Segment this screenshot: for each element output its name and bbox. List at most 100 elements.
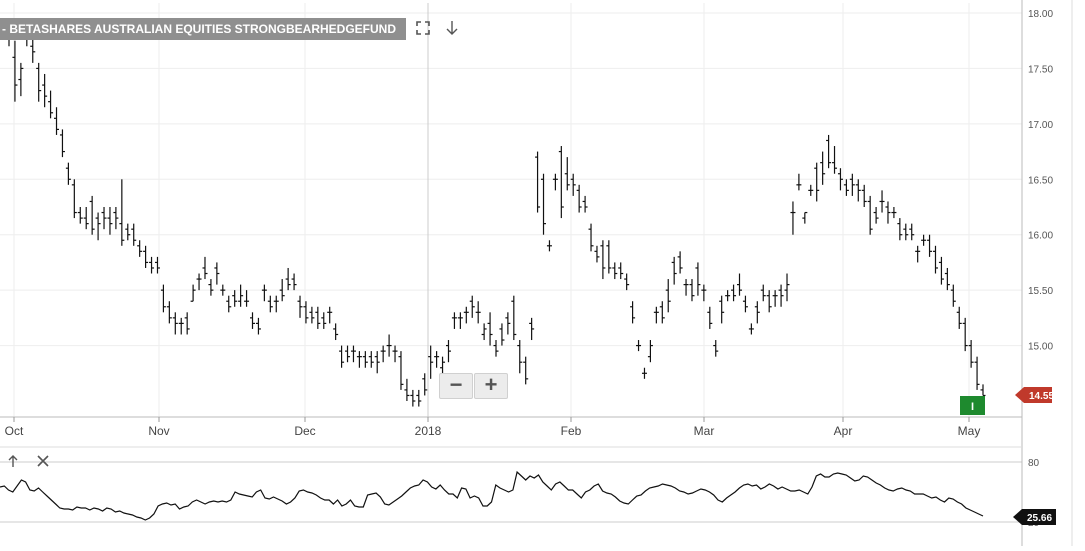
ohlc-bar: [558, 146, 564, 219]
ohlc-bar: [600, 240, 606, 280]
ohlc-bar: [154, 256, 160, 274]
ohlc-bar: [677, 251, 683, 274]
ohlc-bar: [327, 306, 333, 324]
arrow-up-icon[interactable]: [6, 454, 20, 472]
ohlc-bar: [921, 234, 927, 246]
ohlc-bar: [297, 295, 303, 318]
ohlc-bar: [814, 162, 820, 202]
ohlc-bar: [65, 162, 71, 185]
label-layer: 18.00 17.50 17.00 16.50 16.00 15.50 15.00 Oct No…: [5, 9, 1056, 529]
ohlc-bar: [350, 345, 356, 363]
chart-title: - BETASHARES AUSTRALIAN EQUITIES STRONGB…: [0, 18, 407, 40]
ohlc-bar: [737, 273, 742, 296]
ohlc-bar: [950, 284, 956, 307]
ohlc-bar: [867, 195, 873, 235]
indicator-value-badge: [1013, 509, 1056, 525]
ohlc-bar: [273, 295, 279, 313]
ohlc-bar: [59, 129, 65, 158]
current-bar-marker-label: I: [971, 401, 974, 413]
ohlc-bar: [612, 262, 618, 280]
ohlc-bar: [784, 273, 790, 302]
ohlc-bar: [731, 284, 737, 302]
ohlc-bar: [719, 295, 725, 324]
ohlc-bar: [826, 134, 832, 169]
ohlc-bar: [653, 306, 659, 324]
ohlc-bar: [220, 284, 226, 296]
ohlc-bar: [54, 107, 60, 135]
ohlc-bar: [778, 284, 784, 307]
ohlc-bar: [321, 312, 327, 329]
ohlc-bar: [808, 184, 814, 196]
ohlc-bar: [345, 345, 351, 363]
ohlc-bar: [849, 173, 855, 196]
ohlc-bar: [683, 279, 689, 296]
current-bar-marker: [960, 396, 985, 415]
ohlc-bar: [18, 62, 24, 97]
ohlc-bar: [837, 168, 843, 191]
ohlc-bar: [980, 384, 986, 397]
axes-layer: [0, 0, 1073, 546]
ohlc-bar: [238, 284, 244, 307]
ohlc-bar: [641, 367, 647, 379]
ohlc-bar: [232, 290, 238, 307]
ohlc-bar: [362, 351, 368, 368]
ohlc-bar: [766, 290, 772, 313]
close-icon[interactable]: [36, 454, 50, 472]
ohlc-bar: [380, 345, 386, 363]
ohlc-series: [6, 18, 986, 407]
ohlc-bar: [535, 151, 541, 213]
ohlc-bar: [523, 356, 529, 385]
ohlc-bar: [356, 351, 362, 368]
ohlc-bar: [333, 323, 339, 341]
ohlc-bar: [315, 306, 321, 329]
ohlc-bar: [457, 312, 463, 329]
ohlc-bar: [113, 207, 119, 230]
ohlc-bar: [226, 295, 232, 313]
ohlc-bar: [665, 279, 671, 313]
ohlc-bar: [564, 157, 570, 191]
arrow-down-icon[interactable]: [445, 20, 459, 40]
fullscreen-icon[interactable]: [416, 21, 430, 39]
x-tick-label: 2018: [415, 424, 442, 438]
ohlc-bar: [285, 267, 291, 291]
ohlc-bar: [196, 273, 202, 291]
ohlc-bar: [689, 279, 695, 302]
ohlc-bar: [855, 179, 861, 202]
ohlc-bar: [938, 256, 944, 285]
ohlc-bar: [487, 312, 493, 346]
ohlc-bar: [748, 323, 754, 335]
ohlc-bar: [541, 173, 547, 235]
zoom-out-button[interactable]: −: [439, 373, 473, 399]
ohlc-bar: [303, 301, 309, 324]
ohlc-bar: [89, 195, 95, 235]
ohlc-bar: [725, 290, 731, 302]
ohlc-bar: [267, 295, 273, 313]
ohlc-bar: [42, 73, 48, 108]
ohlc-bar: [392, 345, 398, 363]
ohlc-bar: [279, 279, 285, 302]
ohlc-bar: [701, 284, 707, 302]
ohlc-bar: [463, 306, 469, 324]
ohlc-bar: [166, 301, 172, 324]
ohlc-bar: [149, 256, 155, 274]
ohlc-bar: [695, 262, 701, 296]
ohlc-bar: [309, 306, 315, 324]
ohlc-bar: [772, 290, 778, 307]
ohlc-bar: [214, 262, 220, 285]
ohlc-bar: [386, 334, 392, 357]
ohlc-bar: [172, 312, 178, 335]
ohlc-bar: [83, 207, 89, 230]
ohlc-bar: [897, 218, 903, 241]
grid-layer: [0, 3, 1022, 523]
ohlc-bar: [125, 223, 131, 241]
zoom-in-button[interactable]: +: [474, 373, 508, 399]
ohlc-bar: [368, 351, 374, 368]
ohlc-bar: [160, 284, 166, 313]
ohlc-bar: [618, 262, 624, 280]
ohlc-bar: [606, 240, 612, 274]
ohlc-bar: [250, 312, 255, 329]
ohlc-bar: [208, 279, 214, 296]
ohlc-bar: [36, 62, 42, 102]
ohlc-bar: [962, 317, 968, 352]
